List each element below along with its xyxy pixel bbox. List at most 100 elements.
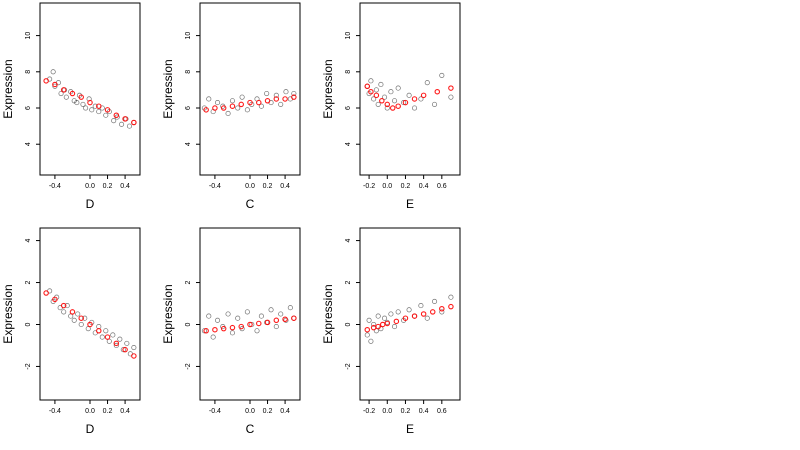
fitted-point	[43, 290, 49, 296]
observed-point	[63, 94, 69, 100]
observed-point	[384, 105, 390, 111]
x-tick-label: -0.2	[363, 408, 375, 415]
x-tick-label: 0.4	[280, 183, 290, 190]
observed-point	[424, 315, 430, 321]
observed-point	[96, 109, 102, 115]
fitted-point	[203, 328, 209, 334]
fitted-point	[43, 78, 49, 84]
y-axis-label: Expression	[1, 284, 15, 343]
observed-point	[206, 96, 212, 102]
observed-point	[258, 313, 264, 319]
fitted-point	[420, 92, 427, 99]
fitted-point	[273, 317, 280, 324]
fitted-point	[60, 87, 67, 93]
observed-point	[214, 100, 221, 106]
observed-point	[86, 96, 92, 102]
fitted-point	[113, 112, 120, 119]
x-tick-label: -0.4	[209, 183, 221, 190]
observed-point	[448, 94, 454, 100]
fitted-point	[395, 103, 401, 109]
observed-point	[201, 328, 207, 334]
observed-point	[368, 338, 374, 344]
fitted-point	[113, 340, 120, 347]
observed-point	[264, 90, 270, 97]
observed-point	[110, 332, 116, 338]
y-axis-label: Expression	[321, 284, 335, 343]
observed-point	[258, 103, 264, 109]
observed-point	[283, 317, 289, 323]
observed-point	[71, 98, 77, 104]
observed-point	[287, 305, 293, 311]
x-tick-label: 0.0	[382, 408, 392, 415]
fitted-point	[69, 90, 76, 97]
fitted-point	[122, 116, 128, 122]
y-axis-label: Expression	[1, 59, 15, 118]
fitted-point	[256, 99, 262, 106]
fitted-point	[384, 101, 391, 108]
y-tick-label: 10	[345, 32, 352, 40]
observed-point	[448, 294, 454, 300]
x-tick-label: 0.4	[120, 408, 130, 415]
observed-point	[424, 80, 430, 86]
observed-point	[124, 340, 130, 346]
fitted-point	[78, 315, 84, 321]
x-axis-label: D	[86, 422, 95, 436]
observed-point	[214, 317, 221, 323]
observed-point	[431, 298, 438, 304]
observed-point	[71, 317, 77, 323]
fitted-point	[203, 107, 209, 113]
fitted-point	[220, 105, 227, 111]
y-tick-label: -2	[25, 363, 32, 369]
fitted-point	[238, 101, 244, 108]
observed-point	[225, 110, 231, 116]
observed-point	[239, 94, 245, 100]
fitted-point	[212, 105, 218, 111]
x-tick-label: 0.2	[263, 183, 273, 190]
y-tick-label: 2	[345, 280, 352, 284]
fitted-point	[122, 346, 128, 353]
observed-point	[273, 324, 279, 330]
fitted-point	[229, 103, 236, 109]
x-tick-label: 0.6	[437, 408, 447, 415]
observed-point	[126, 123, 133, 129]
y-tick-label: 2	[25, 280, 32, 284]
observed-point	[50, 69, 56, 75]
observed-point	[418, 303, 424, 309]
y-tick-label: -2	[345, 363, 352, 369]
fitted-point	[220, 325, 227, 332]
y-axis-label: Expression	[321, 59, 335, 118]
observed-point	[366, 317, 372, 323]
fitted-point	[229, 324, 236, 331]
fitted-point	[368, 88, 374, 95]
observed-point	[373, 87, 379, 93]
observed-point	[388, 89, 394, 95]
x-tick-label: 0.2	[401, 183, 411, 190]
fitted-point	[247, 99, 253, 106]
fitted-point	[52, 81, 58, 88]
observed-point	[381, 94, 388, 100]
observed-point	[52, 83, 58, 89]
panel-6: -0.2 0.0 0.2 0.4 0.6 -2 0 2 4 E Expression	[321, 227, 461, 436]
fitted-point	[131, 353, 137, 359]
fitted-point	[291, 94, 297, 100]
y-axis-label: Expression	[161, 284, 175, 343]
observed-point	[83, 105, 89, 111]
panel-4: -0.4 0.0 0.2 0.4 -2 0 2 4 D Expression	[1, 227, 141, 436]
observed-point	[235, 105, 241, 111]
fitted-point	[448, 303, 454, 310]
observed-point	[225, 311, 231, 317]
fitted-point	[384, 320, 391, 327]
fitted-point	[420, 311, 427, 317]
y-tick-label: 10	[185, 32, 192, 40]
x-tick-label: 0.2	[263, 408, 273, 415]
fitted-point	[291, 315, 297, 321]
observed-point	[58, 90, 64, 97]
fitted-point	[104, 107, 111, 113]
y-tick-label: 8	[185, 70, 192, 74]
observed-point	[99, 334, 105, 340]
x-tick-label: 0.0	[245, 183, 255, 190]
y-tick-label: 4	[345, 239, 352, 243]
observed-point	[92, 103, 98, 109]
observed-point	[254, 328, 260, 334]
x-tick-label: 0.2	[103, 183, 113, 190]
